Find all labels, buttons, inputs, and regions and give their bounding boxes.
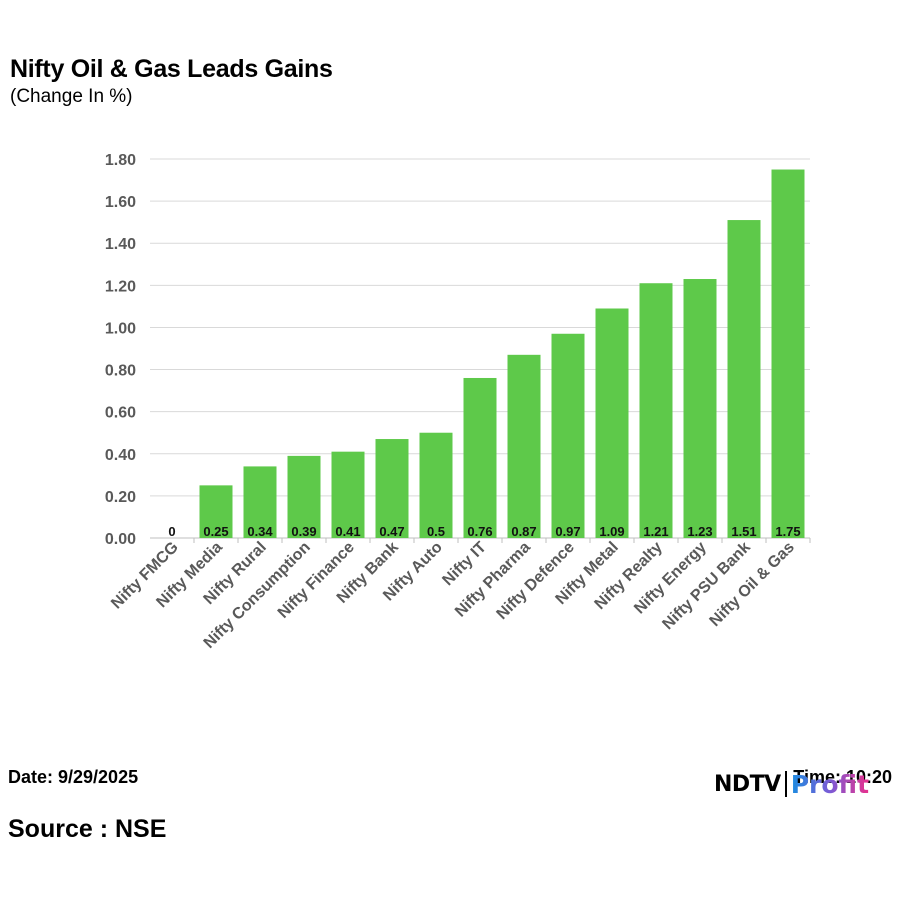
bar — [551, 333, 585, 538]
chart-title: Nifty Oil & Gas Leads Gains — [10, 55, 333, 83]
x-tick-label: Nifty Oil & Gas — [707, 539, 798, 630]
y-tick-label: 1.20 — [105, 278, 136, 295]
bar — [771, 169, 805, 538]
y-tick-label: 1.00 — [105, 320, 136, 337]
data-label: 0.76 — [467, 524, 492, 539]
data-label: 1.75 — [775, 524, 800, 539]
data-label: 0.25 — [203, 524, 228, 539]
data-label: 0.5 — [427, 524, 445, 539]
data-label: 1.23 — [687, 524, 712, 539]
bar — [243, 466, 277, 538]
bar — [419, 432, 453, 538]
bar — [683, 279, 717, 538]
bar — [199, 485, 233, 538]
x-tick-label: Nifty Defence — [494, 539, 578, 623]
bar — [507, 354, 541, 538]
source-label: Source : NSE — [8, 815, 167, 843]
y-tick-label: 0.20 — [105, 489, 136, 506]
ndtv-profit-logo: NDTV Profit — [714, 769, 870, 799]
bar — [639, 283, 673, 538]
bar — [727, 220, 761, 539]
data-label: 1.09 — [599, 524, 624, 539]
bar — [595, 308, 629, 538]
data-label: 0.47 — [379, 524, 404, 539]
y-tick-label: 1.80 — [105, 152, 136, 169]
data-label: 0 — [168, 524, 175, 539]
bar — [463, 377, 497, 538]
y-tick-label: 0.40 — [105, 447, 136, 464]
date-label: Date: 9/29/2025 — [8, 767, 139, 787]
y-tick-label: 1.40 — [105, 236, 136, 253]
y-tick-label: 0.60 — [105, 405, 136, 422]
bar — [331, 451, 365, 538]
data-label: 0.39 — [291, 524, 316, 539]
bar — [375, 439, 409, 538]
time-label: Time: 10:20 — [793, 767, 892, 788]
y-tick-label: 0.00 — [105, 531, 136, 548]
data-label: 0.41 — [335, 524, 360, 539]
data-label: 0.97 — [555, 524, 580, 539]
bar-chart: 0.00 0.20 0.40 0.60 0.80 1.00 1.20 1.40 1.60 1.80… — [105, 152, 811, 652]
data-label: 0.87 — [511, 524, 536, 539]
chart-subtitle: (Change In %) — [10, 86, 133, 107]
x-tick-label: Nifty Finance — [275, 539, 358, 622]
data-label: 1.51 — [731, 524, 756, 539]
data-label: 0.34 — [247, 524, 273, 539]
y-tick-label: 0.80 — [105, 363, 136, 380]
y-tick-label: 1.60 — [105, 194, 136, 211]
data-label: 1.21 — [643, 524, 668, 539]
bar — [287, 455, 321, 538]
